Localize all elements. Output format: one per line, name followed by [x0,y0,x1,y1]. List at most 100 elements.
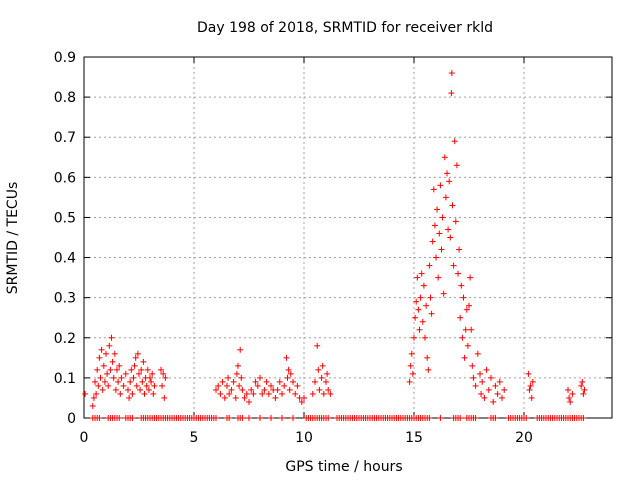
data-point [528,394,535,401]
data-point [136,370,142,377]
data-point [132,354,139,361]
data-point [456,246,463,253]
data-point [425,366,432,373]
data-point [438,246,445,253]
data-point [290,415,296,421]
data-point [567,398,574,405]
data-point [523,415,530,421]
data-point [120,382,127,389]
data-point [161,394,168,401]
data-point [481,394,488,401]
data-point [272,394,279,401]
data-point [143,382,150,389]
data-point [477,370,483,377]
data-point [529,378,536,385]
data-point [468,326,475,333]
data-point [579,378,586,385]
y-tick-label: 0 [67,411,76,427]
data-point [235,362,241,369]
data-point [453,162,460,169]
data-point [248,386,255,393]
x-tick-label: 0 [80,430,89,446]
data-point [140,358,147,365]
data-point [243,390,250,397]
data-point [151,382,158,389]
data-point [426,415,433,421]
data-point [429,238,436,245]
data-point [111,350,118,357]
data-point [125,386,131,393]
data-point [449,202,456,209]
data-point [144,366,151,373]
data-point [228,386,235,393]
data-point [104,370,111,377]
data-point [435,274,442,281]
y-tick-label: 0.7 [54,130,76,146]
data-point [108,334,115,341]
data-point [274,386,281,393]
y-tick-label: 0.3 [54,291,76,307]
data-point [501,386,508,393]
data-point [466,302,472,309]
data-point [283,354,290,361]
data-point [455,270,461,277]
data-point [261,386,268,393]
data-point [409,370,416,377]
y-tick-label: 0.6 [54,170,76,186]
data-point [257,374,263,381]
data-point [127,378,134,385]
data-point [320,390,327,397]
x-tick-label: 20 [515,430,533,446]
data-point [141,390,148,397]
data-point [129,415,136,421]
data-point [301,394,307,401]
data-point [430,186,437,193]
data-point [138,366,145,373]
data-point [437,415,444,421]
data-point [472,382,479,389]
data-point [434,206,441,213]
data-point [286,386,293,393]
data-point [109,358,116,365]
data-point [411,334,417,341]
data-point [96,354,103,361]
data-point [215,382,222,389]
data-point [129,390,136,397]
data-point [309,390,316,397]
data-point [233,370,240,377]
data-point [232,394,239,401]
data-point [217,390,224,397]
data-point [236,382,243,389]
data-point [100,362,107,369]
data-point [406,378,413,385]
data-point [496,378,503,385]
data-point [494,390,501,397]
data-point [99,386,106,393]
data-point [441,154,448,161]
data-point [148,378,155,385]
data-point [105,382,112,389]
data-point [112,386,119,393]
data-point [90,394,97,401]
data-point [118,374,125,381]
data-point [221,394,228,401]
data-point [427,294,434,301]
data-point [213,386,219,393]
data-point [226,390,233,397]
data-point [279,415,285,421]
data-point [462,326,469,333]
y-axis-label: SRMTID / TECUs [5,182,21,295]
data-point [257,415,263,421]
data-point [413,298,420,305]
data-point [276,378,283,385]
x-tick-label: 5 [190,430,199,446]
data-point [95,382,102,389]
data-point [324,370,331,377]
data-point [467,274,474,281]
data-point [426,262,433,269]
data-point [294,382,301,389]
data-point [436,230,443,237]
data-point [238,374,245,381]
y-tick-label: 0.4 [54,251,76,267]
